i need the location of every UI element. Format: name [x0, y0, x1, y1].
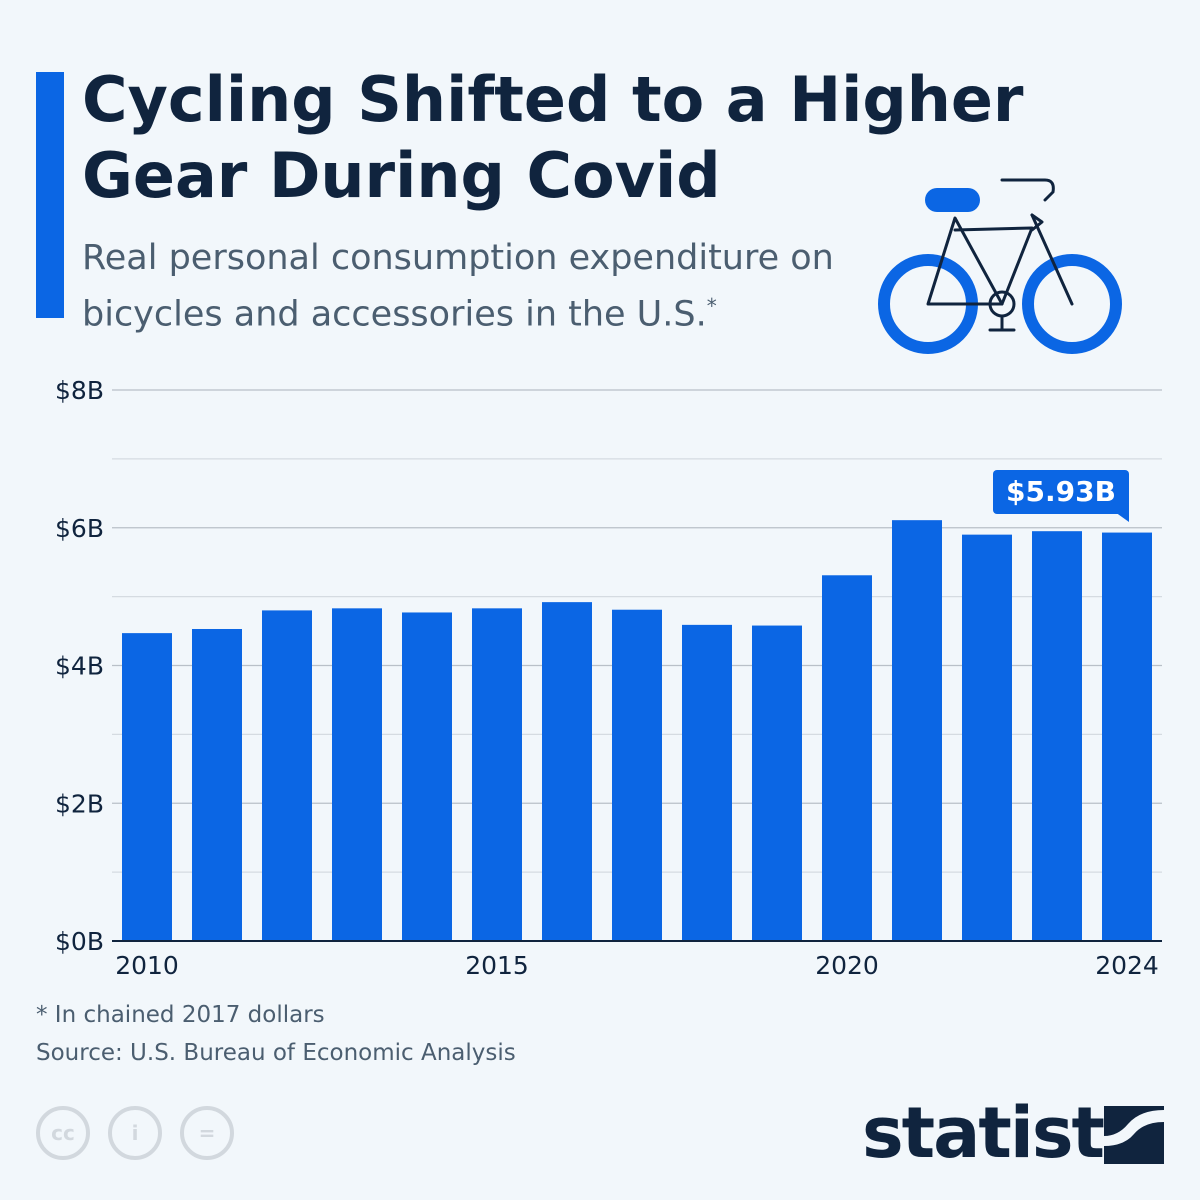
y-tick-label: $6B — [55, 514, 104, 543]
bar-chart: $0B $2B $4B $6B $8B 2010 2015 2020 2024 $5.93B — [55, 376, 1162, 980]
bar-2014 — [402, 612, 452, 941]
statista-logo[interactable]: statista — [862, 1092, 1150, 1174]
y-tick-label: $4B — [55, 652, 104, 681]
y-tick-label: $8B — [55, 376, 104, 405]
no-derivatives-icon[interactable]: = — [180, 1106, 234, 1160]
bar-2016 — [542, 602, 592, 941]
attribution-icon[interactable]: i — [108, 1106, 162, 1160]
bar-2015 — [472, 608, 522, 941]
source: Source: U.S. Bureau of Economic Analysis — [36, 1040, 516, 1066]
bar-2023 — [1032, 531, 1082, 941]
bar-2012 — [262, 610, 312, 941]
bar-2022 — [962, 534, 1012, 941]
x-tick-label: 2020 — [815, 951, 879, 980]
annotation-bubble — [993, 470, 1129, 514]
bar-2019 — [752, 625, 802, 941]
data-label-2024: $5.93B — [1006, 475, 1116, 508]
bar-2020 — [822, 575, 872, 941]
x-tick-label: 2010 — [115, 951, 179, 980]
subtitle-text: Real personal consumption expenditure on… — [82, 238, 834, 335]
annotation-pointer — [1115, 505, 1129, 522]
subtitle-marker: * — [706, 294, 717, 318]
bar-2010 — [122, 633, 172, 941]
title-accent-bar — [36, 72, 64, 318]
statista-logo-icon — [1104, 1106, 1164, 1164]
bar-2018 — [682, 624, 732, 941]
x-tick-label: 2024 — [1095, 951, 1159, 980]
bar-2013 — [332, 608, 382, 941]
bar-2017 — [612, 609, 662, 941]
bar-2024 — [1102, 532, 1152, 941]
footnote: * In chained 2017 dollars — [36, 1002, 325, 1028]
cc-icon[interactable]: cc — [36, 1106, 90, 1160]
x-tick-label: 2015 — [465, 951, 529, 980]
y-tick-label: $0B — [55, 927, 104, 956]
bar-2011 — [192, 628, 242, 941]
subtitle: Real personal consumption expenditure on… — [82, 234, 842, 339]
page-title: Cycling Shifted to a Higher Gear During … — [82, 63, 1024, 212]
y-tick-label: $2B — [55, 789, 104, 818]
bicycle-icon — [878, 178, 1122, 354]
bar-2021 — [892, 520, 942, 941]
